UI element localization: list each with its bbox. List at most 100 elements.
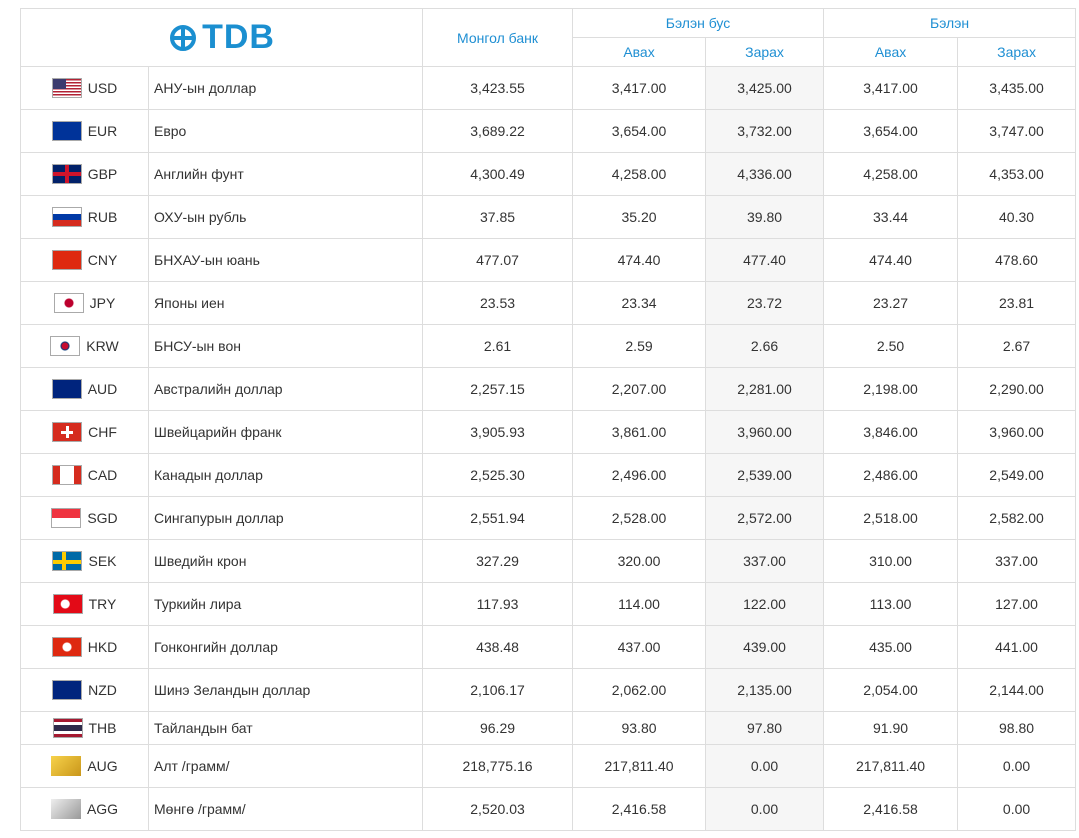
flag-icon — [51, 756, 82, 776]
rate-cell: 337.00 — [705, 539, 825, 583]
table-row: KRW БНСУ-ын вон 2.61 2.59 2.66 2.50 2.67 — [20, 324, 1077, 368]
currency-cell: THB — [20, 711, 149, 745]
rate-cell: 327.29 — [422, 539, 574, 583]
currency: HKD — [21, 637, 148, 657]
currency-name: Шведийн крон — [147, 539, 424, 583]
rate-cell: 2.61 — [422, 324, 574, 368]
flag-icon — [51, 465, 82, 485]
sub-header: Зарах — [957, 37, 1077, 67]
rate-cell: 310.00 — [823, 539, 959, 583]
table-row: AGG Мөнгө /грамм/2,520.03 2,416.58 0.00 2,41… — [20, 787, 1077, 831]
table-row: USD АНУ-ын доллар 3,423.55 3,417.00 3,425.00… — [20, 66, 1077, 110]
rate-cell: 435.00 — [823, 625, 959, 669]
rate-cell: 2.59 — [572, 324, 707, 368]
rate-cell: 113.00 — [823, 582, 959, 626]
rate-cell: 23.72 — [705, 281, 825, 325]
rate-cell: 127.00 — [957, 582, 1077, 626]
table-row: AUG Алт /грамм/218,775.16 217,811.40 0.00 21… — [20, 744, 1077, 788]
rate-cell: 337.00 — [957, 539, 1077, 583]
rate-cell: 3,861.00 — [572, 410, 707, 454]
rate-cell: 2,054.00 — [823, 668, 959, 712]
currency-name: Гонконгийн доллар — [147, 625, 424, 669]
currency: JPY — [21, 293, 148, 313]
currency-code: AGG — [86, 801, 119, 817]
currency-cell: JPY — [20, 281, 149, 325]
sub-header: Авах — [572, 37, 707, 67]
sub-header: Зарах — [705, 37, 825, 67]
rate-cell: 478.60 — [957, 238, 1077, 282]
currency-code: GBP — [87, 166, 118, 182]
rate-cell: 2,135.00 — [705, 668, 825, 712]
rate-cell: 2,416.58 — [823, 787, 959, 831]
currency-code: RUB — [87, 209, 118, 225]
rate-cell: 2,528.00 — [572, 496, 707, 540]
rate-cell: 320.00 — [572, 539, 707, 583]
rate-cell: 2,416.58 — [572, 787, 707, 831]
rate-cell: 2,549.00 — [957, 453, 1077, 497]
currency-cell: CNY — [20, 238, 149, 282]
currency-cell: CHF — [20, 410, 149, 454]
rate-cell: 2,257.15 — [422, 367, 574, 411]
rate-cell: 4,353.00 — [957, 152, 1077, 196]
table-row: SGD Сингапурын доллар 2,551.94 2,528.00 2,57… — [20, 496, 1077, 540]
rate-cell: 3,654.00 — [823, 109, 959, 153]
rate-cell: 3,846.00 — [823, 410, 959, 454]
rate-cell: 2,106.17 — [422, 668, 574, 712]
currency-code: CHF — [88, 424, 117, 440]
currency-name: ОХУ-ын рубль — [147, 195, 424, 239]
rates-table: TDB Монгол банк Бэлэн бус Бэлэн Авах Зар… — [19, 8, 1077, 831]
rate-cell: 91.90 — [823, 711, 959, 745]
rate-cell: 0.00 — [957, 744, 1077, 788]
flag-icon — [52, 680, 83, 700]
flag-icon — [51, 164, 82, 184]
currency-name: Канадын доллар — [147, 453, 424, 497]
rate-cell: 40.30 — [957, 195, 1077, 239]
table-row: GBP Английн фунт 4,300.49 4,258.00 4,336.00 4… — [20, 152, 1077, 196]
rate-cell: 3,732.00 — [705, 109, 825, 153]
currency: EUR — [21, 121, 148, 141]
rate-cell: 2,539.00 — [705, 453, 825, 497]
currency: AUG — [21, 756, 148, 776]
currency-name: Шинэ Зеландын доллар — [147, 668, 424, 712]
rate-cell: 2,525.30 — [422, 453, 574, 497]
rate-cell: 0.00 — [705, 787, 825, 831]
rate-cell: 2,207.00 — [572, 367, 707, 411]
rate-cell: 2,486.00 — [823, 453, 959, 497]
flag-icon — [52, 594, 83, 614]
rate-cell: 114.00 — [572, 582, 707, 626]
currency-name: Евро — [147, 109, 424, 153]
flag-icon — [51, 379, 82, 399]
col-header: Бэлэн — [823, 8, 1077, 38]
currency-cell: AUG — [20, 744, 149, 788]
rate-cell: 0.00 — [957, 787, 1077, 831]
rate-cell: 2,290.00 — [957, 367, 1077, 411]
rate-cell: 2.50 — [823, 324, 959, 368]
logo-text: TDB — [202, 18, 275, 56]
currency-code: SEK — [88, 553, 117, 569]
currency-name: Мөнгө /грамм/ — [147, 787, 424, 831]
col-header: Бэлэн бус — [572, 8, 825, 38]
currency-code: TRY — [88, 596, 117, 612]
rate-cell: 4,258.00 — [823, 152, 959, 196]
currency-code: SGD — [87, 510, 118, 526]
rate-cell: 477.07 — [422, 238, 574, 282]
rate-cell: 3,747.00 — [957, 109, 1077, 153]
flag-icon — [51, 637, 82, 657]
table-row: HKD Гонконгийн доллар 438.48 437.00 439.00 43… — [20, 625, 1077, 669]
currency-cell: EUR — [20, 109, 149, 153]
currency-code: AUD — [87, 381, 118, 397]
logo-icon — [170, 24, 197, 51]
table-row: JPY Японы иен 23.53 23.34 23.72 23.27 23.81 — [20, 281, 1077, 325]
rate-cell: 2,520.03 — [422, 787, 574, 831]
flag-icon — [51, 207, 82, 227]
rate-cell: 2,281.00 — [705, 367, 825, 411]
rate-cell: 3,425.00 — [705, 66, 825, 110]
currency-name: АНУ-ын доллар — [147, 66, 424, 110]
currency-name: Австралийн доллар — [147, 367, 424, 411]
flag-icon — [50, 799, 81, 819]
currency-cell: KRW — [20, 324, 149, 368]
currency: CAD — [21, 465, 148, 485]
rate-cell: 3,417.00 — [572, 66, 707, 110]
currency-name: Сингапурын доллар — [147, 496, 424, 540]
